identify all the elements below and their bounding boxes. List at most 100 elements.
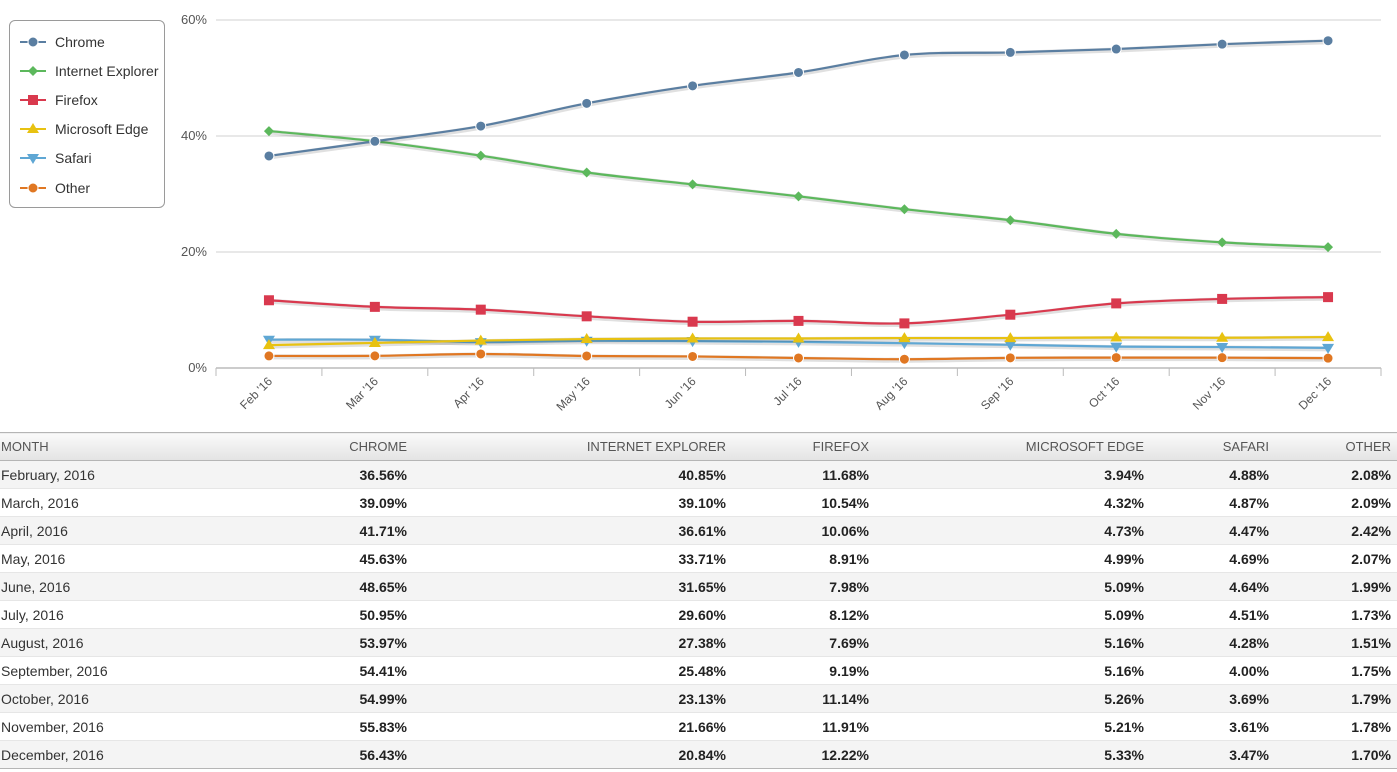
microsoft-edge-point <box>1216 331 1229 342</box>
table-row: May, 2016 45.63% 33.71% 8.91% 4.99% 4.69% 2.07… <box>0 544 1397 573</box>
internet-explorer-point <box>1111 228 1122 239</box>
chrome-point <box>581 97 593 109</box>
other-point <box>475 348 487 360</box>
x-tick-label: Nov '16 <box>1190 374 1229 413</box>
month-cell: February, 2016 <box>0 460 180 489</box>
column-header[interactable]: FIREFOX <box>732 432 875 461</box>
chrome-point <box>1004 46 1016 58</box>
other-point <box>1004 352 1016 364</box>
safari-point <box>1322 343 1335 354</box>
share-cell: 48.65% <box>180 572 413 601</box>
share-cell: 27.38% <box>413 628 732 657</box>
legend-label: Safari <box>55 150 92 167</box>
chrome-point <box>475 120 487 132</box>
column-header[interactable]: SAFARI <box>1150 432 1275 461</box>
internet-explorer-line-shadow <box>269 129 1330 251</box>
chrome-point <box>263 150 275 162</box>
x-tick-label: Feb '16 <box>237 374 275 412</box>
firefox-point <box>1005 309 1016 320</box>
share-cell: 36.61% <box>413 516 732 545</box>
column-header[interactable]: INTERNET EXPLORER <box>413 432 732 461</box>
share-cell: 5.33% <box>875 740 1150 769</box>
legend-label: Chrome <box>55 33 105 50</box>
share-cell: 2.42% <box>1275 516 1397 545</box>
share-cell: 1.75% <box>1275 656 1397 685</box>
month-cell: September, 2016 <box>0 656 180 685</box>
firefox-point <box>687 316 698 327</box>
firefox-point <box>475 304 486 315</box>
microsoft-edge-point <box>1322 331 1335 342</box>
x-tick-label: Apr '16 <box>450 374 487 411</box>
firefox-point <box>1217 293 1228 304</box>
chrome-line <box>268 39 1329 158</box>
legend-item-chrome[interactable]: Chrome <box>20 27 164 56</box>
internet-explorer-point <box>581 167 592 178</box>
share-cell: 1.99% <box>1275 572 1397 601</box>
legend-label: Firefox <box>55 91 98 108</box>
microsoft-edge-point <box>474 334 487 345</box>
table-row: March, 2016 39.09% 39.10% 10.54% 4.32% 4.87% 2… <box>0 488 1397 517</box>
legend-symbol-chrome <box>20 36 46 48</box>
table-row: July, 2016 50.95% 29.60% 8.12% 5.09% 4.51% 1.7… <box>0 600 1397 629</box>
legend-item-other[interactable]: Other <box>20 173 164 202</box>
legend-item-firefox[interactable]: Firefox <box>20 85 164 114</box>
internet-explorer-point <box>1217 237 1228 248</box>
legend-item-internet-explorer[interactable]: Internet Explorer <box>20 56 164 85</box>
chrome-point <box>687 80 699 92</box>
legend-item-microsoft-edge[interactable]: Microsoft Edge <box>20 115 164 144</box>
internet-explorer-point <box>899 204 910 215</box>
share-cell: 2.09% <box>1275 488 1397 517</box>
legend-label: Other <box>55 179 91 196</box>
other-point <box>1216 352 1228 364</box>
share-cell: 4.69% <box>1150 544 1275 573</box>
share-cell: 3.61% <box>1150 712 1275 741</box>
firefox-point <box>581 311 592 322</box>
share-cell: 3.94% <box>875 460 1150 489</box>
x-tick-label: Jun '16 <box>662 374 699 411</box>
x-tick-label: Sep '16 <box>978 374 1017 413</box>
month-cell: July, 2016 <box>0 600 180 629</box>
microsoft-edge-point <box>792 332 805 343</box>
microsoft-edge-point <box>368 336 381 347</box>
share-cell: 4.99% <box>875 544 1150 573</box>
table-header-row: MONTH CHROME INTERNET EXPLORER FIREFOX MICRO… <box>0 432 1397 461</box>
share-cell: 45.63% <box>180 544 413 573</box>
legend-item-safari[interactable]: Safari <box>20 144 164 173</box>
legend-symbol-safari <box>20 154 46 165</box>
share-cell: 1.51% <box>1275 628 1397 657</box>
month-cell: November, 2016 <box>0 712 180 741</box>
microsoft-edge-point <box>686 332 699 343</box>
x-tick-label: Dec '16 <box>1296 374 1335 413</box>
column-header[interactable]: OTHER <box>1275 432 1397 461</box>
share-cell: 4.00% <box>1150 656 1275 685</box>
other-point <box>898 353 910 365</box>
table-row: June, 2016 48.65% 31.65% 7.98% 5.09% 4.64% 1.9… <box>0 572 1397 601</box>
month-cell: March, 2016 <box>0 488 180 517</box>
safari-point <box>1110 342 1123 353</box>
microsoft-edge-point <box>580 333 593 344</box>
microsoft-edge-point <box>1004 332 1017 343</box>
share-cell: 9.19% <box>732 656 875 685</box>
month-cell: October, 2016 <box>0 684 180 713</box>
share-cell: 33.71% <box>413 544 732 573</box>
share-cell: 10.06% <box>732 516 875 545</box>
share-cell: 2.07% <box>1275 544 1397 573</box>
share-cell: 40.85% <box>413 460 732 489</box>
share-cell: 7.69% <box>732 628 875 657</box>
table-row: August, 2016 53.97% 27.38% 7.69% 5.16% 4.28% 1… <box>0 628 1397 657</box>
share-cell: 53.97% <box>180 628 413 657</box>
share-cell: 8.91% <box>732 544 875 573</box>
share-cell: 11.91% <box>732 712 875 741</box>
other-point <box>581 350 593 362</box>
chart-plot: 0% 20% 40% 60% Feb '16 Mar '16 Apr '16 May '16 J… <box>181 12 1382 414</box>
y-tick-label: 20% <box>181 244 207 259</box>
share-cell: 3.69% <box>1150 684 1275 713</box>
share-cell: 8.12% <box>732 600 875 629</box>
safari-point <box>1216 343 1229 354</box>
internet-explorer-point <box>1323 242 1334 253</box>
month-cell: April, 2016 <box>0 516 180 545</box>
column-header[interactable]: MICROSOFT EDGE <box>875 432 1150 461</box>
column-header[interactable]: CHROME <box>180 432 413 461</box>
share-cell: 10.54% <box>732 488 875 517</box>
column-header[interactable]: MONTH <box>0 432 180 461</box>
